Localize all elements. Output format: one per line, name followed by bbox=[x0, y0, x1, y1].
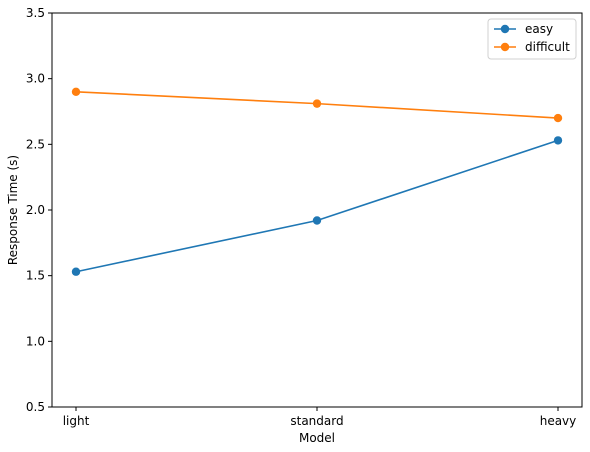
data-point-difficult-light bbox=[71, 87, 81, 97]
legend-easy-marker bbox=[500, 24, 510, 34]
x-tick-label: heavy bbox=[540, 414, 577, 428]
legend-difficult-marker bbox=[500, 42, 510, 52]
y-tick-label: 1.5 bbox=[26, 269, 45, 283]
y-tick-label: 2.5 bbox=[26, 137, 45, 151]
legend-difficult-label: difficult bbox=[525, 40, 570, 54]
data-point-easy-standard bbox=[312, 216, 322, 225]
y-axis-ticks: 0.5 1.0 1.5 2.0 2.5 3.0 3.5 bbox=[26, 6, 52, 414]
y-tick-label: 3.5 bbox=[26, 6, 45, 20]
data-point-difficult-standard bbox=[312, 99, 322, 108]
x-tick-label: standard bbox=[290, 414, 343, 428]
x-axis-label: Model bbox=[299, 431, 335, 445]
x-tick-label: light bbox=[63, 414, 90, 428]
y-tick-label: 2.0 bbox=[26, 203, 45, 217]
legend: easy difficult bbox=[487, 18, 577, 60]
y-tick-label: 3.0 bbox=[26, 72, 45, 86]
x-axis-ticks: light standard heavy bbox=[63, 407, 577, 428]
data-point-easy-heavy bbox=[553, 136, 563, 145]
y-axis-label: Response Time (s) bbox=[6, 155, 20, 265]
series-layer bbox=[71, 87, 563, 276]
data-point-easy-light bbox=[71, 267, 81, 276]
y-tick-label: 1.0 bbox=[26, 334, 45, 348]
data-point-difficult-heavy bbox=[553, 113, 563, 123]
y-tick-label: 0.5 bbox=[26, 400, 45, 414]
legend-easy-label: easy bbox=[525, 22, 553, 36]
series-line-easy bbox=[75, 139, 559, 273]
plot-frame bbox=[51, 12, 583, 408]
